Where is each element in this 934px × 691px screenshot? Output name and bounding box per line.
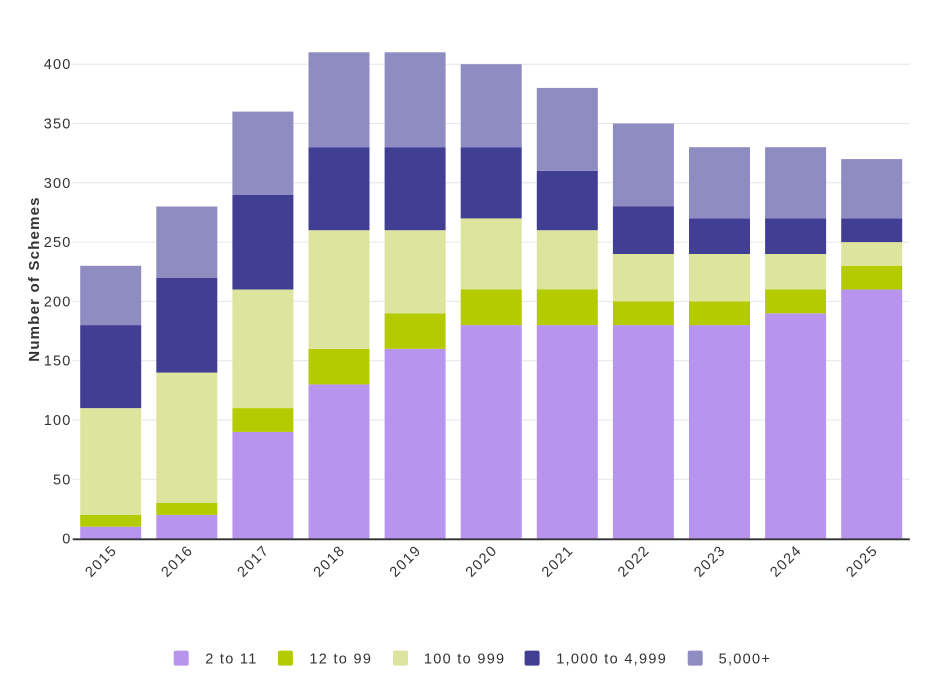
svg-text:250: 250 xyxy=(44,235,72,251)
svg-text:50: 50 xyxy=(53,472,72,488)
svg-text:400: 400 xyxy=(44,57,72,73)
svg-text:Number of Schemes: Number of Schemes xyxy=(26,196,43,361)
svg-text:100: 100 xyxy=(44,413,72,429)
svg-text:150: 150 xyxy=(44,354,72,370)
svg-text:200: 200 xyxy=(44,294,72,310)
svg-text:2 to 11: 2 to 11 xyxy=(205,652,257,668)
svg-text:5,000+: 5,000+ xyxy=(719,652,772,668)
svg-text:0: 0 xyxy=(62,532,71,548)
svg-text:12 to 99: 12 to 99 xyxy=(309,652,372,668)
svg-text:100 to 999: 100 to 999 xyxy=(424,652,506,668)
svg-text:1,000 to 4,999: 1,000 to 4,999 xyxy=(556,652,667,668)
svg-text:350: 350 xyxy=(44,117,72,133)
svg-text:300: 300 xyxy=(44,176,72,192)
